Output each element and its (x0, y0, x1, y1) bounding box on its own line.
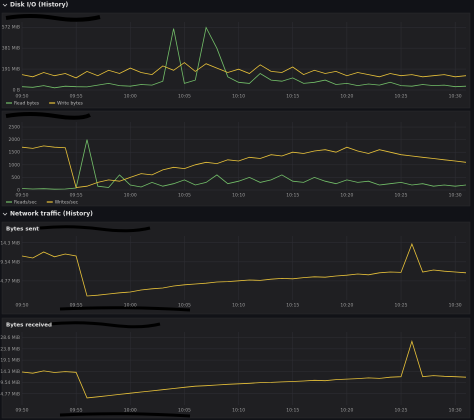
y-tick-label: 0 B (13, 88, 20, 94)
x-tick-label: 10:10 (232, 94, 245, 100)
y-tick-label: 572 MiB (2, 25, 20, 31)
x-tick-label: 09:50 (16, 94, 29, 100)
y-tick-label: 1500 (9, 150, 21, 156)
redaction (59, 306, 191, 312)
redaction (39, 225, 151, 233)
x-tick-label: 10:05 (178, 303, 191, 309)
x-tick-label: 10:05 (178, 94, 191, 100)
x-tick-label: 09:50 (16, 303, 29, 309)
x-tick-label: 09:50 (16, 193, 29, 199)
y-tick-label: 14.3 MiB (0, 240, 20, 246)
x-tick-label: 10:20 (340, 94, 353, 100)
x-tick-label: 10:05 (178, 193, 191, 199)
x-tick-label: 10:30 (449, 193, 462, 199)
x-tick-label: 10:00 (124, 193, 137, 199)
redaction (5, 112, 91, 120)
panel (1, 317, 471, 419)
y-tick-label: 23.8 MiB (0, 346, 20, 352)
x-tick-label: 10:15 (286, 408, 299, 414)
x-tick-label: 10:15 (286, 94, 299, 100)
x-tick-label: 10:10 (232, 303, 245, 309)
x-tick-label: 09:55 (70, 303, 83, 309)
y-tick-label: 4.77 MiB (0, 278, 20, 284)
x-tick-label: 09:55 (70, 408, 83, 414)
section-title[interactable]: Disk I/O (History) (10, 2, 69, 9)
y-tick-label: 0 (17, 188, 20, 194)
y-tick-label: 28.6 MiB (0, 335, 20, 341)
legend-label: Reads/sec (14, 200, 37, 206)
series-line (21, 340, 467, 399)
panel-title: Bytes sent (6, 227, 39, 233)
x-tick-label: 10:10 (232, 408, 245, 414)
x-tick-label: 10:25 (395, 94, 408, 100)
x-tick-label: 10:00 (124, 94, 137, 100)
legend-label: Read bytes (14, 101, 40, 107)
series-line (21, 62, 467, 79)
y-tick-label: 9.54 MiB (0, 380, 20, 386)
x-tick-label: 10:25 (395, 303, 408, 309)
y-tick-label: 2000 (9, 137, 21, 143)
y-tick-label: 2500 (9, 125, 21, 131)
x-tick-label: 10:25 (395, 193, 408, 199)
y-tick-label: 1000 (9, 162, 21, 168)
x-tick-label: 10:05 (178, 408, 191, 414)
y-tick-label: 381 MiB (2, 46, 20, 52)
series-line (21, 145, 467, 188)
x-tick-label: 10:25 (395, 408, 408, 414)
legend-label: Write bytes (57, 101, 83, 107)
x-tick-label: 10:30 (449, 303, 462, 309)
y-tick-label: 19.1 MiB (0, 358, 20, 364)
x-tick-label: 10:20 (340, 408, 353, 414)
y-tick-label: 191 MiB (2, 67, 20, 73)
y-tick-label: 4.77 MiB (0, 391, 20, 397)
y-tick-label: 14.3 MiB (0, 369, 20, 375)
x-tick-label: 10:15 (286, 303, 299, 309)
x-tick-label: 10:30 (449, 408, 462, 414)
panel-title: Bytes received (6, 323, 52, 329)
x-tick-label: 10:10 (232, 193, 245, 199)
series-line (21, 242, 467, 297)
panel (1, 221, 471, 315)
x-tick-label: 10:20 (340, 303, 353, 309)
section-title[interactable]: Network traffic (History) (10, 211, 93, 218)
x-tick-label: 10:00 (124, 303, 137, 309)
x-tick-label: 09:55 (70, 193, 83, 199)
redaction (59, 412, 191, 418)
x-tick-label: 10:00 (124, 408, 137, 414)
x-tick-label: 09:50 (16, 408, 29, 414)
y-tick-label: 500 (11, 175, 20, 181)
x-tick-label: 10:20 (340, 193, 353, 199)
series-line (21, 139, 467, 190)
collapse-chevron[interactable] (2, 3, 8, 7)
x-tick-label: 10:30 (449, 94, 462, 100)
redaction (5, 14, 101, 22)
x-tick-label: 10:15 (286, 193, 299, 199)
series-line (21, 26, 467, 89)
panel (1, 12, 471, 109)
legend-label: Writes/sec (55, 200, 79, 206)
panel (1, 110, 471, 207)
y-tick-label: 9.54 MiB (0, 259, 20, 265)
x-tick-label: 09:55 (70, 94, 83, 100)
collapse-chevron[interactable] (2, 212, 8, 216)
redaction (47, 321, 161, 329)
